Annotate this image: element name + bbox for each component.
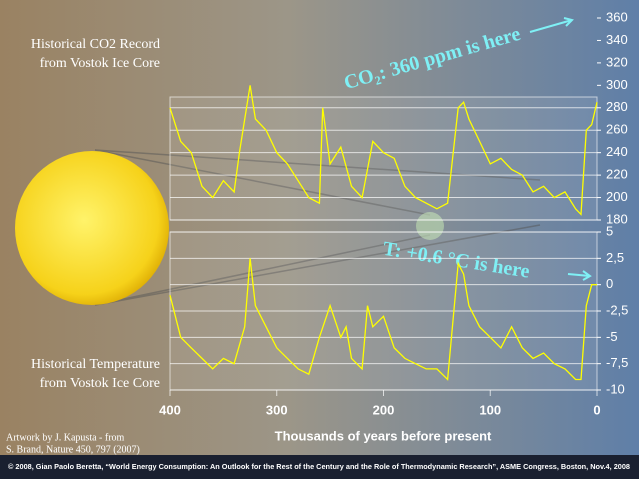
y-tick-label: 280: [606, 99, 628, 114]
y-tick-label: 360: [606, 9, 628, 24]
artwork-rays: [94, 149, 541, 306]
data-line: [169, 85, 598, 216]
y-tick-label: -5: [606, 329, 618, 344]
temp-title: Historical Temperature: [31, 357, 160, 372]
temp-title: from Vostok Ice Core: [40, 376, 160, 391]
temp-arrow: [567, 270, 592, 281]
y-tick-label: 220: [606, 167, 628, 182]
co2-title: Historical CO2 Record: [31, 37, 160, 52]
footer: © 2008, Gian Paolo Beretta, “World Energ…: [8, 462, 630, 471]
co2-title: from Vostok Ice Core: [40, 56, 160, 71]
footer-band: [0, 455, 639, 479]
y-tick-label: 320: [606, 54, 628, 69]
y-tick-label: 180: [606, 211, 628, 226]
co2-panel: [169, 96, 598, 221]
y-tick-label: 300: [606, 77, 628, 92]
sun: [15, 151, 169, 305]
y-tick-label: 200: [606, 189, 628, 204]
y-tick-label: -7,5: [606, 355, 628, 370]
x-tick-label: 400: [159, 402, 181, 417]
credit: S. Brand, Nature 450, 797 (2007): [6, 444, 140, 455]
y-tick-label: 5: [606, 223, 613, 238]
x-axis-label: Thousands of years before present: [275, 428, 492, 443]
x-tick-label: 200: [373, 402, 395, 417]
y-tick-label: 240: [606, 144, 628, 159]
y-tick-label: 340: [606, 32, 628, 47]
x-tick-label: 100: [479, 402, 501, 417]
credit: Artwork by J. Kapusta - from: [6, 432, 125, 443]
y-tick-label: -10: [606, 381, 625, 396]
earth: [416, 212, 444, 240]
y-tick-label: 2,5: [606, 250, 624, 265]
y-tick-label: -2,5: [606, 302, 628, 317]
y-tick-label: 260: [606, 122, 628, 137]
data-line: [169, 258, 597, 381]
x-tick-label: 300: [266, 402, 288, 417]
y-tick-label: 0: [606, 276, 613, 291]
x-tick-label: 0: [593, 402, 600, 417]
co2-arrow: [529, 17, 574, 33]
